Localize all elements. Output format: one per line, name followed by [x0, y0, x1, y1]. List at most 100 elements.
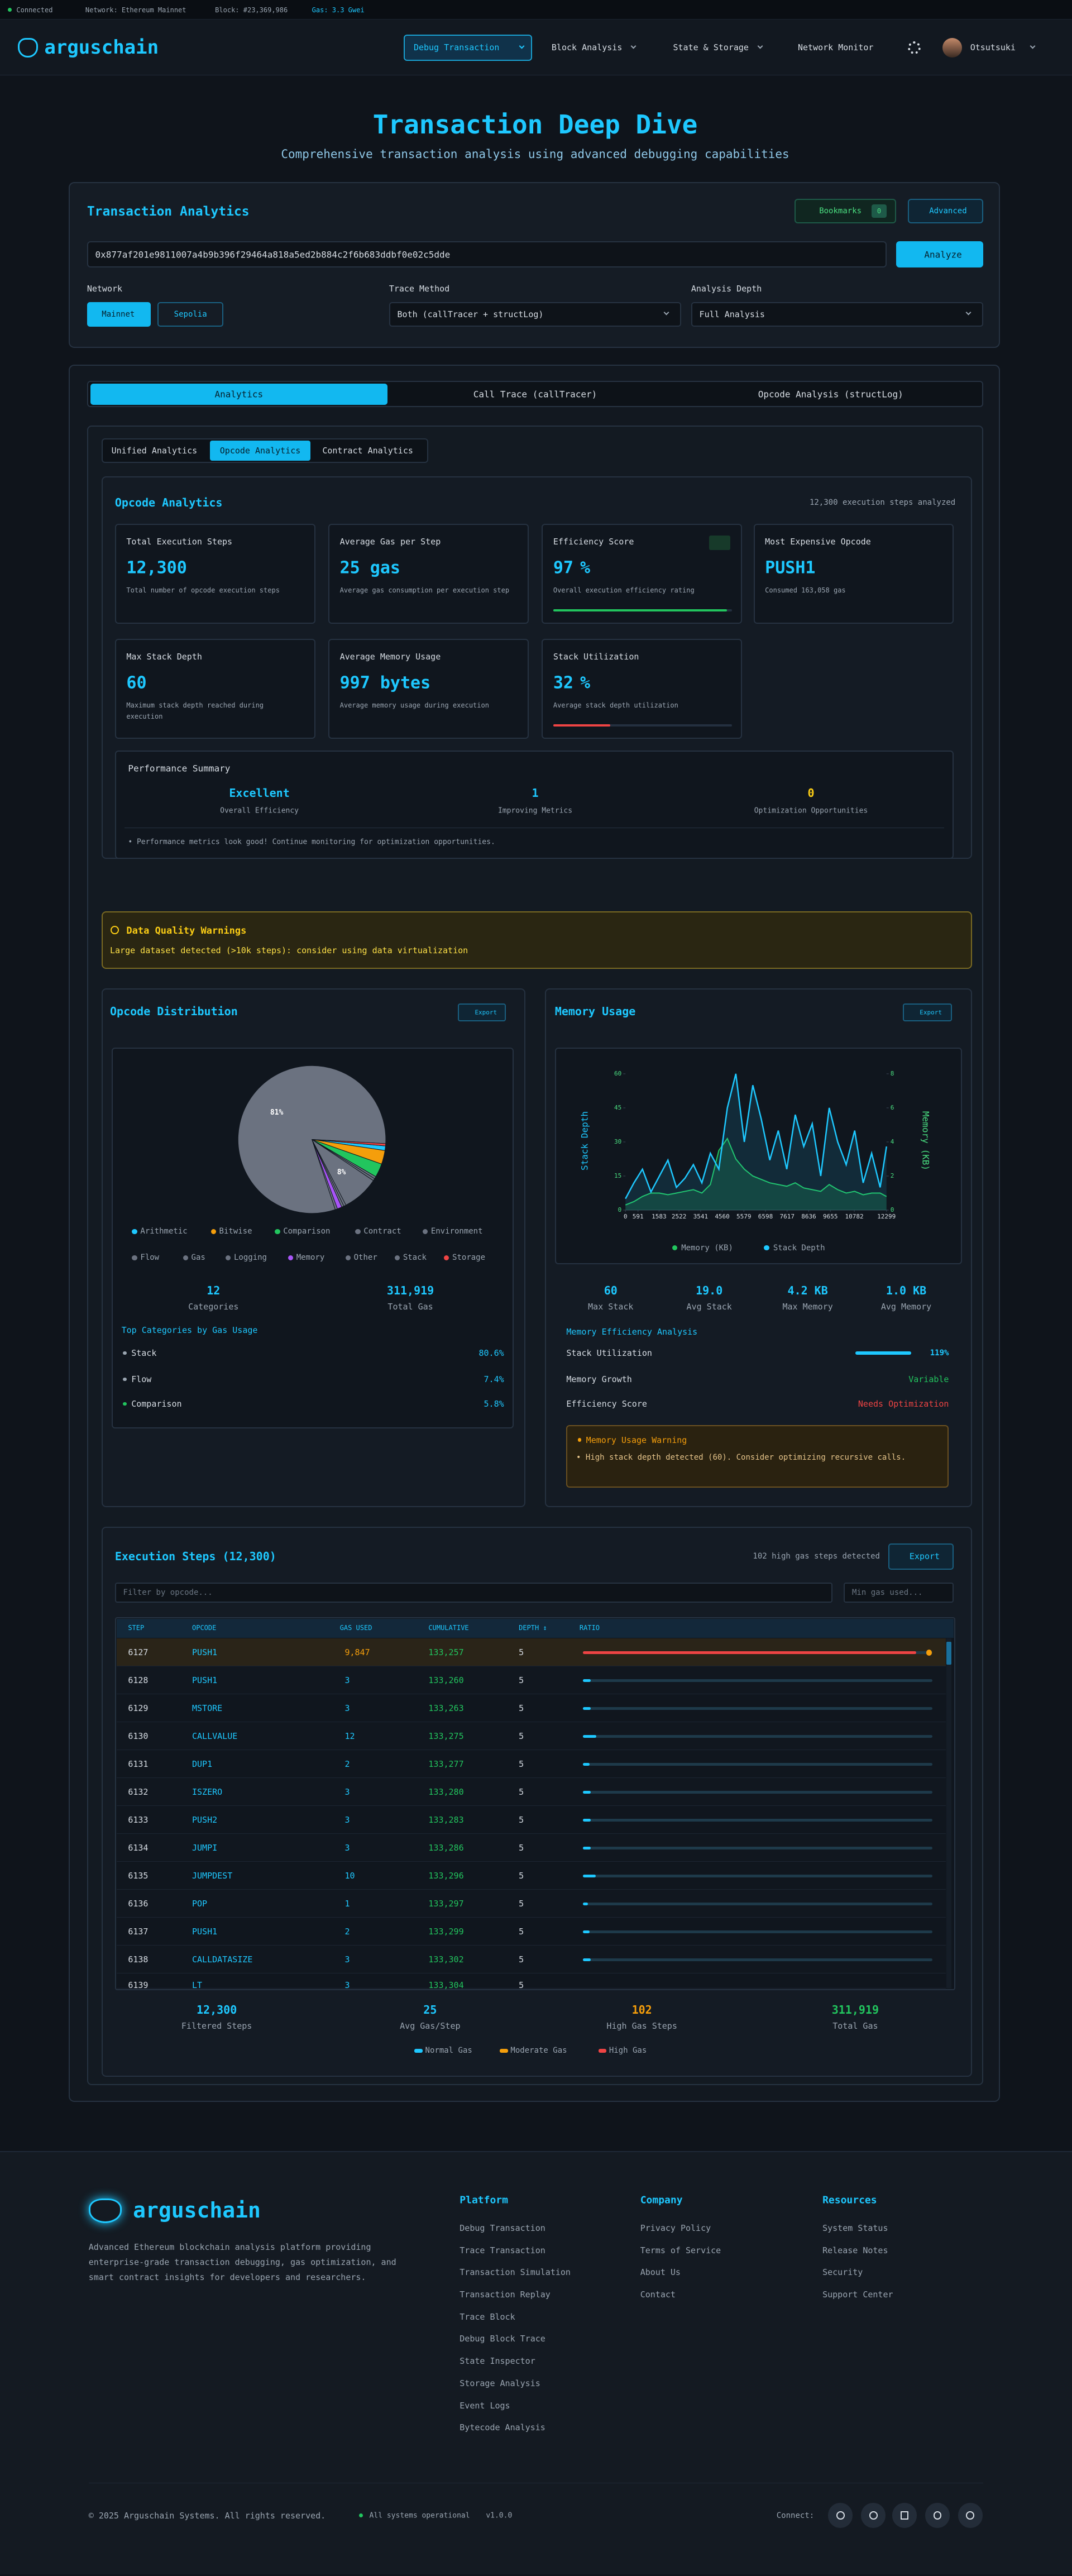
dot	[345, 1255, 351, 1260]
stat-value: 4.2 KB	[787, 1284, 828, 1298]
dot	[394, 1255, 400, 1260]
filter-input[interactable]	[114, 1583, 832, 1603]
ratio-bar	[582, 1762, 590, 1766]
cell-opcode: JUMPI	[192, 1843, 218, 1853]
network-option[interactable]: Sepolia	[174, 310, 207, 319]
settings-icon[interactable]	[907, 41, 921, 55]
select-value: Both (callTracer + structLog)	[397, 309, 544, 320]
panel-note: 102 high gas steps detected	[753, 1552, 880, 1561]
footer-link[interactable]: Release Notes	[822, 2245, 888, 2255]
nav-item[interactable]: Block Analysis	[551, 42, 623, 53]
subtab[interactable]: Unified Analytics	[111, 446, 198, 456]
cell-cumulative: 133,296	[428, 1871, 464, 1881]
hash-input[interactable]	[87, 241, 887, 268]
cell-gas: 2	[344, 1927, 350, 1937]
stat-value: 997 bytes	[339, 673, 431, 693]
tab[interactable]: Opcode Analysis (structLog)	[758, 389, 903, 400]
scroll-thumb[interactable]	[946, 1642, 951, 1665]
min-gas-input[interactable]	[844, 1583, 954, 1603]
social-icon[interactable]	[892, 2503, 917, 2528]
footer-link[interactable]: System Status	[822, 2223, 888, 2233]
network-button[interactable]	[157, 302, 223, 327]
stat-label: Total Gas	[832, 2021, 878, 2032]
button-label[interactable]: Advanced	[929, 206, 967, 216]
export-button[interactable]	[903, 1003, 953, 1021]
category-value: 80.6%	[478, 1347, 504, 1358]
cell-depth: 5	[519, 1871, 524, 1881]
user-name[interactable]: Otsutsuki	[970, 42, 1016, 53]
text: Connected	[16, 6, 53, 14]
table-row[interactable]	[116, 1973, 946, 1989]
nav-item[interactable]: Debug Transaction	[413, 42, 500, 53]
stat-label: Avg Stack	[686, 1302, 732, 1312]
stat-value: 19.0	[696, 1284, 723, 1298]
stat-value: 311,919	[386, 1284, 434, 1298]
subtab[interactable]: Opcode Analytics	[219, 446, 301, 456]
footer-link[interactable]: Bytecode Analysis	[460, 2422, 545, 2433]
social-glyph	[933, 2511, 942, 2520]
tab[interactable]: Call Trace (callTracer)	[473, 389, 597, 400]
tab[interactable]: Analytics	[214, 389, 264, 400]
nav-item[interactable]: Network Monitor	[797, 42, 874, 53]
stat-desc: Average stack depth utilization	[553, 701, 678, 709]
stat-value: 60	[126, 673, 147, 693]
table-header	[116, 1619, 954, 1638]
progress-track	[553, 724, 733, 727]
select[interactable]	[389, 302, 682, 327]
stat-desc: Consumed 163,058 gas	[765, 586, 846, 594]
dot	[926, 1650, 932, 1656]
dot	[444, 1255, 449, 1260]
footer-link[interactable]: Security	[822, 2267, 863, 2278]
footer-link[interactable]: Debug Block Trace	[460, 2334, 545, 2344]
button-label[interactable]: Analyze	[924, 249, 962, 260]
footer-link[interactable]: Trace Transaction	[460, 2245, 545, 2255]
dot	[275, 1229, 280, 1234]
nav-item[interactable]: State & Storage	[673, 42, 749, 53]
footer-link[interactable]: Contact	[640, 2290, 676, 2300]
cell-opcode: PUSH1	[192, 1675, 218, 1686]
ratio-bar	[582, 1651, 916, 1654]
legend-label: Storage	[452, 1253, 486, 1263]
footer-link[interactable]: Transaction Simulation	[460, 2267, 571, 2278]
dot	[577, 1438, 582, 1442]
button-label[interactable]: Export	[909, 1551, 940, 1562]
export-button[interactable]	[888, 1543, 954, 1570]
footer-link[interactable]: State Inspector	[460, 2356, 535, 2367]
analyze-button[interactable]	[896, 241, 984, 268]
network-option[interactable]: Mainnet	[102, 310, 135, 319]
button-label[interactable]: Export	[920, 1009, 942, 1016]
footer	[0, 2150, 1072, 2575]
button-label[interactable]: Export	[475, 1009, 497, 1016]
text: Network: Ethereum Mainnet	[85, 6, 186, 14]
button-label[interactable]: Bookmarks	[819, 206, 862, 216]
subtab[interactable]: Contract Analytics	[322, 446, 413, 456]
avatar[interactable]	[942, 37, 962, 58]
export-button[interactable]	[458, 1003, 506, 1021]
stat-label: Max Memory	[782, 1302, 833, 1312]
footer-link[interactable]: Debug Transaction	[460, 2223, 545, 2233]
network-button[interactable]	[87, 302, 151, 327]
advanced-button[interactable]	[907, 198, 984, 223]
cell-step: 6138	[128, 1954, 149, 1965]
legend-swatch	[598, 2048, 607, 2053]
dot	[359, 2513, 363, 2518]
footer-link[interactable]: Privacy Policy	[640, 2223, 711, 2233]
footer-link[interactable]: Support Center	[822, 2290, 893, 2300]
footer-link[interactable]: Transaction Replay	[460, 2290, 551, 2300]
footer-link[interactable]: Storage Analysis	[460, 2378, 540, 2388]
footer-link[interactable]: Event Logs	[460, 2400, 510, 2411]
footer-link[interactable]: Trace Block	[460, 2311, 515, 2322]
stat-value: 97%	[553, 558, 590, 578]
trend-icon	[709, 535, 731, 550]
table-row[interactable]	[116, 1778, 946, 1806]
select[interactable]	[691, 302, 984, 327]
cell-gas: 10	[344, 1871, 355, 1881]
nav-button[interactable]	[404, 34, 532, 61]
footer-link[interactable]: Terms of Service	[640, 2245, 721, 2255]
logo-icon	[18, 37, 38, 58]
footer-description: Advanced Ethereum blockchain analysis pl…	[88, 2242, 396, 2282]
footer-link[interactable]: About Us	[640, 2267, 681, 2278]
column-header[interactable]: DEPTH ↕	[519, 1624, 547, 1632]
efficiency-label: Memory Growth	[566, 1374, 632, 1384]
